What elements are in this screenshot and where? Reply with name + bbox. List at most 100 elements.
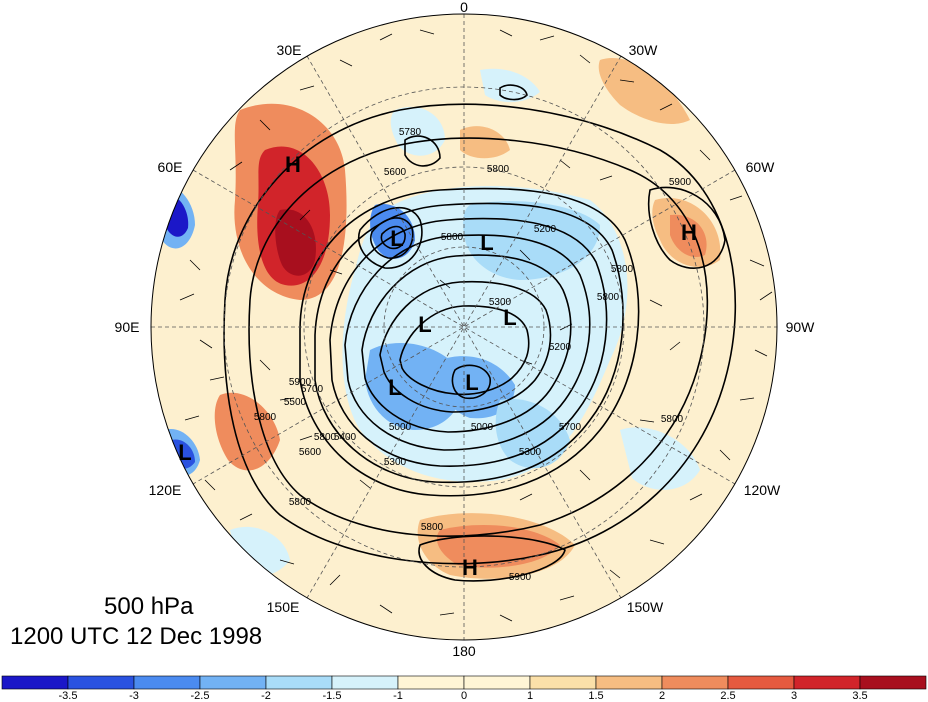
height-contour: [380, 225, 406, 250]
map-disk: [151, 14, 777, 640]
longitude-label: 120E: [149, 482, 182, 498]
contour-value-label: 5800: [611, 264, 634, 275]
colorbar-swatch: [265, 675, 333, 690]
positive-anomaly-region: [275, 209, 316, 276]
contour-value-label: 5500: [284, 397, 307, 408]
high-pressure-center: H: [681, 220, 697, 245]
high-pressure-center: H: [285, 152, 301, 177]
colorbar-swatch: [397, 675, 465, 690]
colorbar-swatch: [1, 675, 69, 690]
colorbar-swatch: [661, 675, 729, 690]
longitude-label: 0: [460, 0, 468, 15]
colorbar-tick-label: 0: [461, 690, 467, 702]
longitude-label: 30E: [277, 42, 302, 58]
height-contour: [370, 217, 414, 259]
colorbar-swatch: [67, 675, 135, 690]
longitude-label: 60W: [746, 159, 776, 175]
height-contours: [223, 84, 737, 582]
contour-value-label: 5900: [509, 572, 532, 583]
contour-value-label: 5800: [289, 497, 312, 508]
colorbar-swatch: [463, 675, 531, 690]
contour-value-label: 5900: [669, 177, 692, 188]
low-pressure-center: L: [480, 230, 493, 255]
height-contour: [223, 103, 737, 565]
colorbar-swatch: [727, 675, 795, 690]
low-pressure-center: L: [178, 440, 191, 465]
contour-value-label: 5000: [389, 422, 412, 433]
colorbar-tick-label: -1: [393, 690, 403, 702]
contour-value-label: 5800: [314, 432, 337, 443]
contour-value-label: 5200: [549, 342, 572, 353]
height-contour: [418, 535, 566, 582]
contour-value-label: 5700: [559, 422, 582, 433]
longitude-label: 90E: [115, 319, 140, 335]
positive-anomaly-region: [598, 58, 690, 125]
contour-value-label: 5780: [399, 127, 422, 138]
low-pressure-center: L: [465, 370, 478, 395]
longitude-label: 120W: [744, 482, 781, 498]
longitude-label: 90W: [786, 319, 816, 335]
level-label: 500 hPa: [104, 593, 194, 620]
contour-value-label: 5800: [254, 412, 277, 423]
height-contour: [248, 137, 709, 537]
low-pressure-center: L: [390, 226, 403, 251]
negative-anomaly-region: [365, 342, 463, 430]
colorbar-swatch: [529, 675, 597, 690]
height-contour: [451, 364, 491, 400]
wind-barbs: [179, 29, 773, 622]
colorbar-swatch: [199, 675, 267, 690]
height-contour: [299, 187, 640, 497]
contour-value-label: 5800: [487, 164, 510, 175]
contour-value-label: 5300: [384, 457, 407, 468]
height-contour: [647, 186, 726, 269]
contour-value-label: 5600: [299, 447, 322, 458]
longitude-label: 150W: [627, 599, 664, 615]
contour-value-label: 5800: [421, 522, 444, 533]
height-contour: [399, 305, 530, 396]
valid-time-label: 1200 UTC 12 Dec 1998: [10, 623, 263, 650]
colorbar-swatch: [595, 675, 663, 690]
graticule: [151, 14, 777, 640]
longitude-label: 60E: [158, 159, 183, 175]
colorbar: -3.5 -3 -2.5 -2 -1.5 -1 0 1 1.5 2 2.5 3 3.5: [1, 675, 927, 702]
colorbar-tick-label: -1.5: [323, 690, 342, 702]
height-contour: [379, 280, 552, 413]
contour-value-label: 5300: [489, 297, 512, 308]
colorbar-tick-label: 2: [659, 690, 665, 702]
contour-value-label: 5600: [384, 167, 407, 178]
height-contour: [404, 135, 441, 167]
colorbar-tick-label: 3: [791, 690, 797, 702]
colorbar-tick-label: -2: [261, 690, 271, 702]
longitude-label: 180: [452, 643, 476, 659]
colorbar-tick-label: -2.5: [191, 690, 210, 702]
contour-value-label: 5300: [519, 447, 542, 458]
longitude-label: 30W: [629, 42, 659, 58]
colorbar-tick-label: -3.5: [59, 690, 78, 702]
height-contour: [358, 206, 423, 269]
colorbar-tick-label: 1.5: [588, 690, 603, 702]
colorbar-swatch: [859, 675, 927, 690]
colorbar-tick-label: 2.5: [720, 690, 735, 702]
negative-anomaly-region: [620, 427, 700, 490]
contour-value-label: 5900: [289, 377, 312, 388]
contour-value-label: 5200: [534, 224, 557, 235]
pressure-center-layer: H H H L L L L L L L: [178, 152, 697, 580]
contour-value-label: 5400: [334, 432, 357, 443]
longitude-label: 150E: [267, 599, 300, 615]
positive-anomaly-region: [670, 214, 707, 258]
map-border: [150, 13, 778, 641]
contour-value-label: 5000: [471, 422, 494, 433]
height-contour: [499, 84, 528, 101]
low-pressure-center: L: [388, 375, 401, 400]
high-pressure-center: H: [462, 555, 478, 580]
contour-value-label: 5700: [301, 384, 324, 395]
negative-anomaly-region: [370, 204, 415, 259]
colorbar-swatch: [331, 675, 399, 690]
contour-label-layer: 5800 5800 5900 5800 5700 5800 5900 5800 5900 5800…: [254, 127, 692, 583]
colorbar-tick-label: -3: [129, 690, 139, 702]
colorbar-tick-label: 1: [527, 690, 533, 702]
negative-anomaly-region: [439, 356, 515, 419]
contour-value-label: 5800: [441, 232, 464, 243]
contour-value-label: 5800: [597, 292, 620, 303]
